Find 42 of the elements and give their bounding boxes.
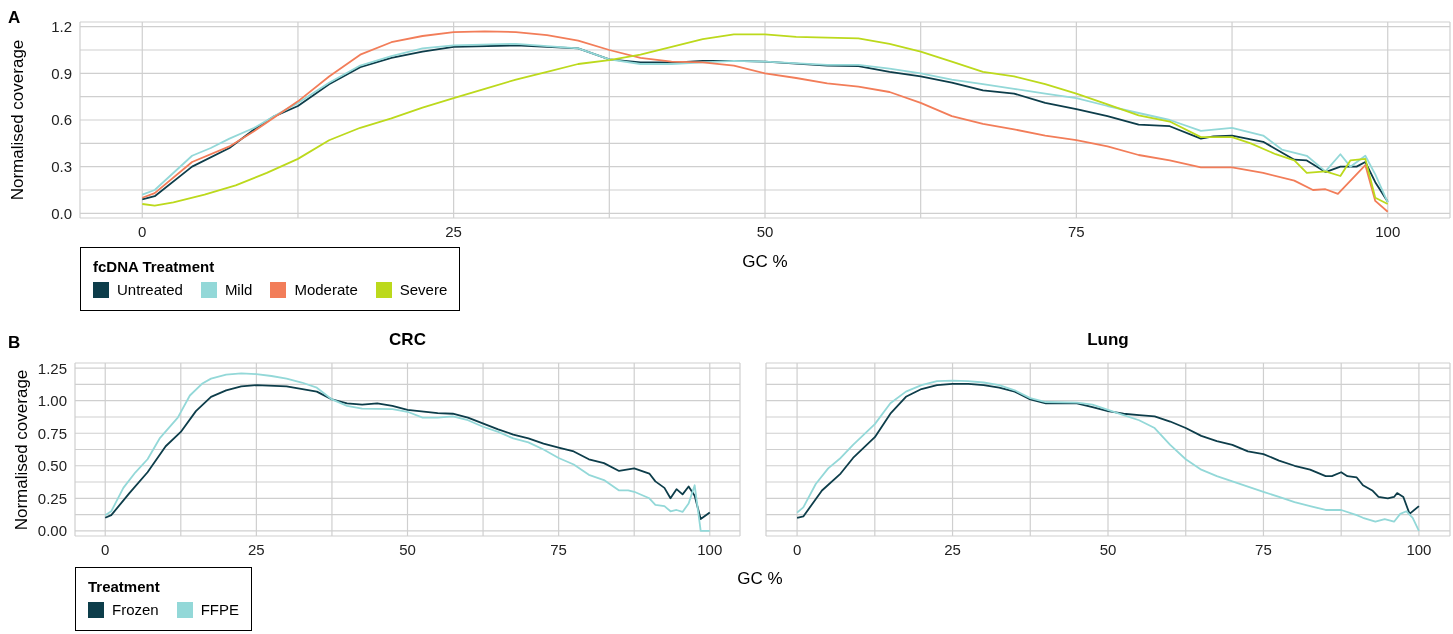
legend-label: Mild	[224, 281, 253, 298]
y-tick-label: 0.50	[37, 457, 67, 475]
text: B	[8, 333, 21, 353]
x-tick-label: 25	[944, 540, 961, 558]
legend-label: FFPE	[200, 601, 240, 618]
x-tick-label: 0	[138, 222, 147, 240]
text: A	[8, 8, 21, 28]
x-tick-label: 75	[1255, 540, 1272, 558]
x-tick-label: 50	[399, 540, 416, 558]
legend-label: Untreated	[117, 281, 183, 298]
chart-title: CRC	[388, 330, 427, 350]
y-tick-label: 1.25	[37, 359, 67, 377]
legend-title: Treatment	[88, 578, 161, 595]
y-tick-label: 0.9	[51, 64, 72, 82]
y-tick-label: 0.6	[51, 111, 72, 129]
y-tick-label: 1.2	[51, 17, 72, 35]
x-tick-label: 0	[792, 540, 802, 558]
x-axis-title: GC %	[741, 252, 789, 272]
y-tick-label: 0.25	[37, 489, 67, 507]
legend-label: Frozen	[112, 601, 159, 618]
legend-title: fcDNA Treatment	[93, 258, 216, 275]
x-tick-label: 25	[248, 540, 265, 558]
x-tick-label: 0	[101, 540, 110, 558]
chart-title: Lung	[1086, 330, 1130, 350]
x-tick-label: 100	[1406, 540, 1432, 558]
y-axis-title: Normalised coverage	[12, 369, 31, 530]
x-tick-label: 100	[1375, 222, 1401, 240]
legend-label: Moderate	[294, 281, 358, 298]
x-tick-label: 50	[1099, 540, 1117, 558]
y-tick-label: 1.00	[37, 392, 67, 410]
x-tick-label: 100	[697, 540, 723, 558]
x-tick-label: 50	[756, 222, 774, 240]
y-tick-label: 0.00	[37, 522, 67, 540]
y-tick-label: 0.75	[37, 424, 67, 442]
y-tick-label: 0.0	[51, 204, 72, 222]
y-tick-label: 0.3	[51, 157, 72, 175]
legend-label: Severe	[399, 281, 448, 298]
x-tick-label: 75	[550, 540, 567, 558]
x-axis-title: GC %	[736, 569, 784, 589]
y-axis-title: Normalised coverage	[8, 39, 27, 201]
x-tick-label: 75	[1068, 222, 1085, 240]
x-tick-label: 25	[445, 222, 462, 240]
